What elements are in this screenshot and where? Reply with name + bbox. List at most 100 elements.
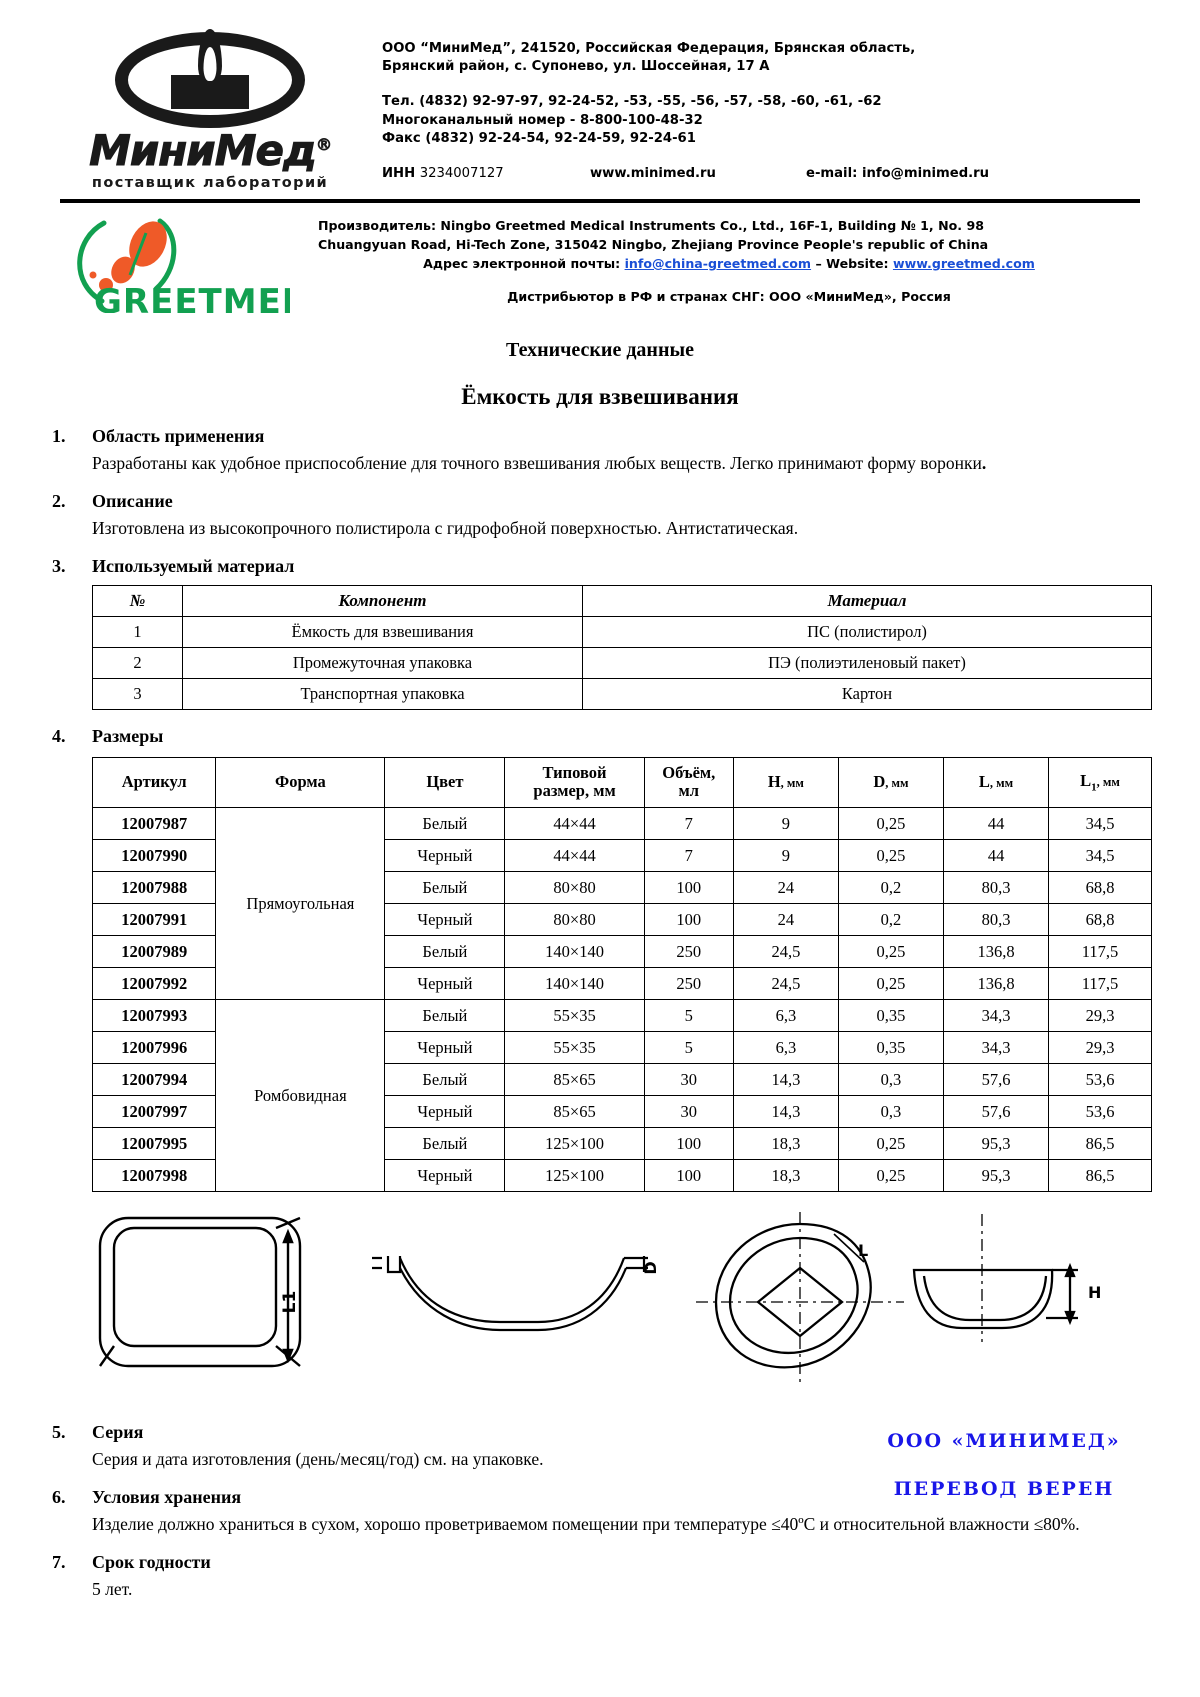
manufacturer-website-link[interactable]: www.greetmed.com xyxy=(892,255,1035,271)
section-2-body: Изготовлена из высокопрочного полистирол… xyxy=(92,517,799,538)
technical-drawings: L1 D L xyxy=(0,1206,1200,1406)
dimensions-cell-2: 44×44 xyxy=(504,807,645,841)
table-row: 12007995 Белый 125×100 100 18,3 0,25 95,3 86,5 xyxy=(91,1127,1152,1161)
section-6-title: Условия хранения xyxy=(92,1487,242,1508)
company-phones: Тел. (4832) 92-97-97, 92-24-52, -53, -55… xyxy=(382,93,1140,148)
dimensions-cell-1: Черный xyxy=(384,839,506,873)
distributor-line: Дистрибьютор в РФ и странах СНГ: ООО «Ми… xyxy=(507,288,951,304)
dimensions-cell-4: 24,5 xyxy=(732,967,839,1001)
table-row: 3 Транспортная упаковка Картон xyxy=(92,677,1152,710)
dimensions-cell-2: 85×65 xyxy=(504,1095,645,1129)
dimensions-cell-shape: Прямоугольная xyxy=(215,807,386,1001)
dimensions-table: Артикул Форма Цвет Типовой размер, мм Объём, м… xyxy=(91,756,1152,1193)
material-cell-1: Ёмкость для взвешивания xyxy=(182,615,583,648)
dimensions-cell-6: 44 xyxy=(943,807,1050,841)
material-cell-1: Промежуточная упаковка xyxy=(182,646,583,679)
dimensions-table-header-cell-3: Типовой размер, мм xyxy=(504,756,645,809)
stamp-certification-line: ПЕРЕВОД ВЕРЕН xyxy=(893,1478,1115,1501)
dimensions-cell-5: 0,2 xyxy=(837,871,945,905)
dimensions-cell-article: 12007995 xyxy=(91,1127,217,1161)
company-address: ООО “МиниМед”, 241520, Российская Федера… xyxy=(382,40,1140,76)
dimensions-cell-6: 95,3 xyxy=(943,1127,1050,1161)
translation-stamp: ООО «МИНИМЕД» ПЕРЕВОД ВЕРЕН xyxy=(874,1430,1134,1500)
table-row: 12007997 Черный 85×65 30 14,3 0,3 57,6 53,6 xyxy=(91,1095,1152,1129)
material-table-header-row: № Компонент Материал xyxy=(92,584,1152,617)
company-email[interactable]: e-mail: info@minimed.ru xyxy=(806,166,990,182)
dimensions-cell-3: 250 xyxy=(643,935,734,969)
section-1-body: Разработаны как удобное приспособление д… xyxy=(52,452,1152,475)
dimensions-cell-4: 18,3 xyxy=(732,1127,839,1161)
dimensions-cell-2: 140×140 xyxy=(504,967,645,1001)
manufacturer-email-link[interactable]: info@china-greetmed.com xyxy=(624,255,812,271)
section-1-title: Область применения xyxy=(92,426,265,446)
dimensions-table-header-cell-0: Артикул xyxy=(91,756,217,809)
dimensions-table-header-cell-1: Форма xyxy=(215,756,386,809)
dimensions-cell-article: 12007997 xyxy=(91,1095,217,1129)
section-5: 5. Серия Серия и дата изготовления (день… xyxy=(52,1422,1152,1471)
material-cell-1: Транспортная упаковка xyxy=(182,677,583,710)
rhomboid-side-view-drawing: H xyxy=(912,1214,1101,1343)
section-7-title: Срок годности xyxy=(92,1551,211,1572)
minimed-logo-text: МиниМед xyxy=(89,126,318,175)
dimensions-table-header-cell-7: L, мм xyxy=(943,756,1050,809)
dimensions-cell-6: 136,8 xyxy=(943,967,1050,1001)
section-2: 2. Описание Изготовлена из высокопрочног… xyxy=(52,491,1152,540)
company-address-line1: ООО “МиниМед”, 241520, Российская Федера… xyxy=(382,41,916,56)
dimensions-cell-4: 24,5 xyxy=(732,935,839,969)
dimensions-cell-article: 12007993 xyxy=(91,999,217,1033)
burner-flame-icon xyxy=(115,29,305,128)
dimensions-cell-5: 0,3 xyxy=(837,1095,945,1129)
dimensions-table-header-cell-5: H, мм xyxy=(732,756,839,809)
section-2-heading: 2. Описание xyxy=(52,491,1152,512)
dimensions-cell-2: 140×140 xyxy=(504,935,645,969)
company-website[interactable]: www.minimed.ru xyxy=(590,166,716,182)
dimensions-cell-3: 7 xyxy=(643,839,734,873)
section-5-title: Серия xyxy=(92,1422,144,1443)
manufacturer-line2: Chuangyuan Road, Hi-Tech Zone, 315042 Ni… xyxy=(318,236,989,252)
manufacturer-website-label: – Website: xyxy=(815,255,889,271)
material-cell-2: Картон xyxy=(582,677,1152,710)
dimensions-cell-7: 29,3 xyxy=(1048,999,1152,1033)
dimensions-cell-3: 30 xyxy=(643,1063,734,1097)
inn-label: ИНН xyxy=(382,166,416,182)
section-1: 1. Область применения Разработаны как уд… xyxy=(52,426,1152,475)
material-table: № Компонент Материал 1 Ёмкость для взвешива… xyxy=(92,584,1152,710)
dimensions-table-header-cell-2: Цвет xyxy=(384,756,506,809)
dimensions-cell-4: 24 xyxy=(732,903,839,937)
section-4-number: 4. xyxy=(52,725,66,746)
table-row: 12007993 Ромбовидная Белый 55×35 5 6,3 0,35 34,… xyxy=(91,999,1152,1193)
dimensions-table-header-cell-4: Объём, мл xyxy=(643,756,734,809)
dimensions-cell-6: 57,6 xyxy=(943,1095,1050,1129)
dimensions-cell-5: 0,25 xyxy=(837,967,945,1001)
dimensions-cell-3: 5 xyxy=(643,1031,734,1065)
section-5-number: 5. xyxy=(52,1422,66,1443)
company-fax-line: Факс (4832) 92-24-54, 92-24-59, 92-24-61 xyxy=(382,130,696,146)
section-4-title: Размеры xyxy=(92,725,164,746)
dimensions-cell-article: 12007998 xyxy=(91,1159,217,1193)
material-table-header-cell-2: Материал xyxy=(582,584,1152,617)
rhomboid-top-view-drawing: L xyxy=(696,1212,904,1383)
rectangular-side-view-drawing: D xyxy=(372,1256,660,1332)
table-row: 12007987 Прямоугольная Белый 44×44 7 9 0,25 44 3… xyxy=(91,807,1152,1001)
manufacturer-line1: Производитель: Ningbo Greetmed Medical I… xyxy=(318,218,984,233)
dimensions-cell-article: 12007990 xyxy=(91,839,217,873)
section-3-title: Используемый материал xyxy=(92,555,295,576)
dimensions-cell-1: Белый xyxy=(384,807,506,841)
dimensions-cell-6: 95,3 xyxy=(943,1159,1050,1193)
minimed-logo: МиниМед® поставщик лабораторий xyxy=(60,28,360,191)
dimensions-cell-4: 14,3 xyxy=(732,1095,839,1129)
dimensions-cell-5: 0,3 xyxy=(837,1063,945,1097)
dimensions-cell-article: 12007996 xyxy=(91,1031,217,1065)
table-row: 12007994 Белый 85×65 30 14,3 0,3 57,6 53,6 xyxy=(91,1063,1152,1097)
table-row: 1 Ёмкость для взвешивания ПС (полистирол) xyxy=(92,615,1152,648)
dimensions-cell-article: 12007989 xyxy=(91,935,217,969)
section-5-body: Серия и дата изготовления (день/месяц/го… xyxy=(92,1449,544,1470)
dimensions-cell-5: 0,35 xyxy=(837,1031,945,1065)
section-3-number: 3. xyxy=(52,555,66,576)
dimensions-table-header-row: Артикул Форма Цвет Типовой размер, мм Объём, м… xyxy=(91,756,1152,809)
minimed-logo-tagline: поставщик лабораторий xyxy=(91,175,329,191)
section-1-heading: 1. Область применения xyxy=(52,426,1152,447)
manufacturer-contacts: Адрес электронной почты: info@china-gree… xyxy=(318,255,1140,274)
table-row: 12007998 Черный 125×100 100 18,3 0,25 95,3 86,5 xyxy=(91,1159,1152,1193)
material-table-header-cell-1: Компонент xyxy=(182,584,583,617)
